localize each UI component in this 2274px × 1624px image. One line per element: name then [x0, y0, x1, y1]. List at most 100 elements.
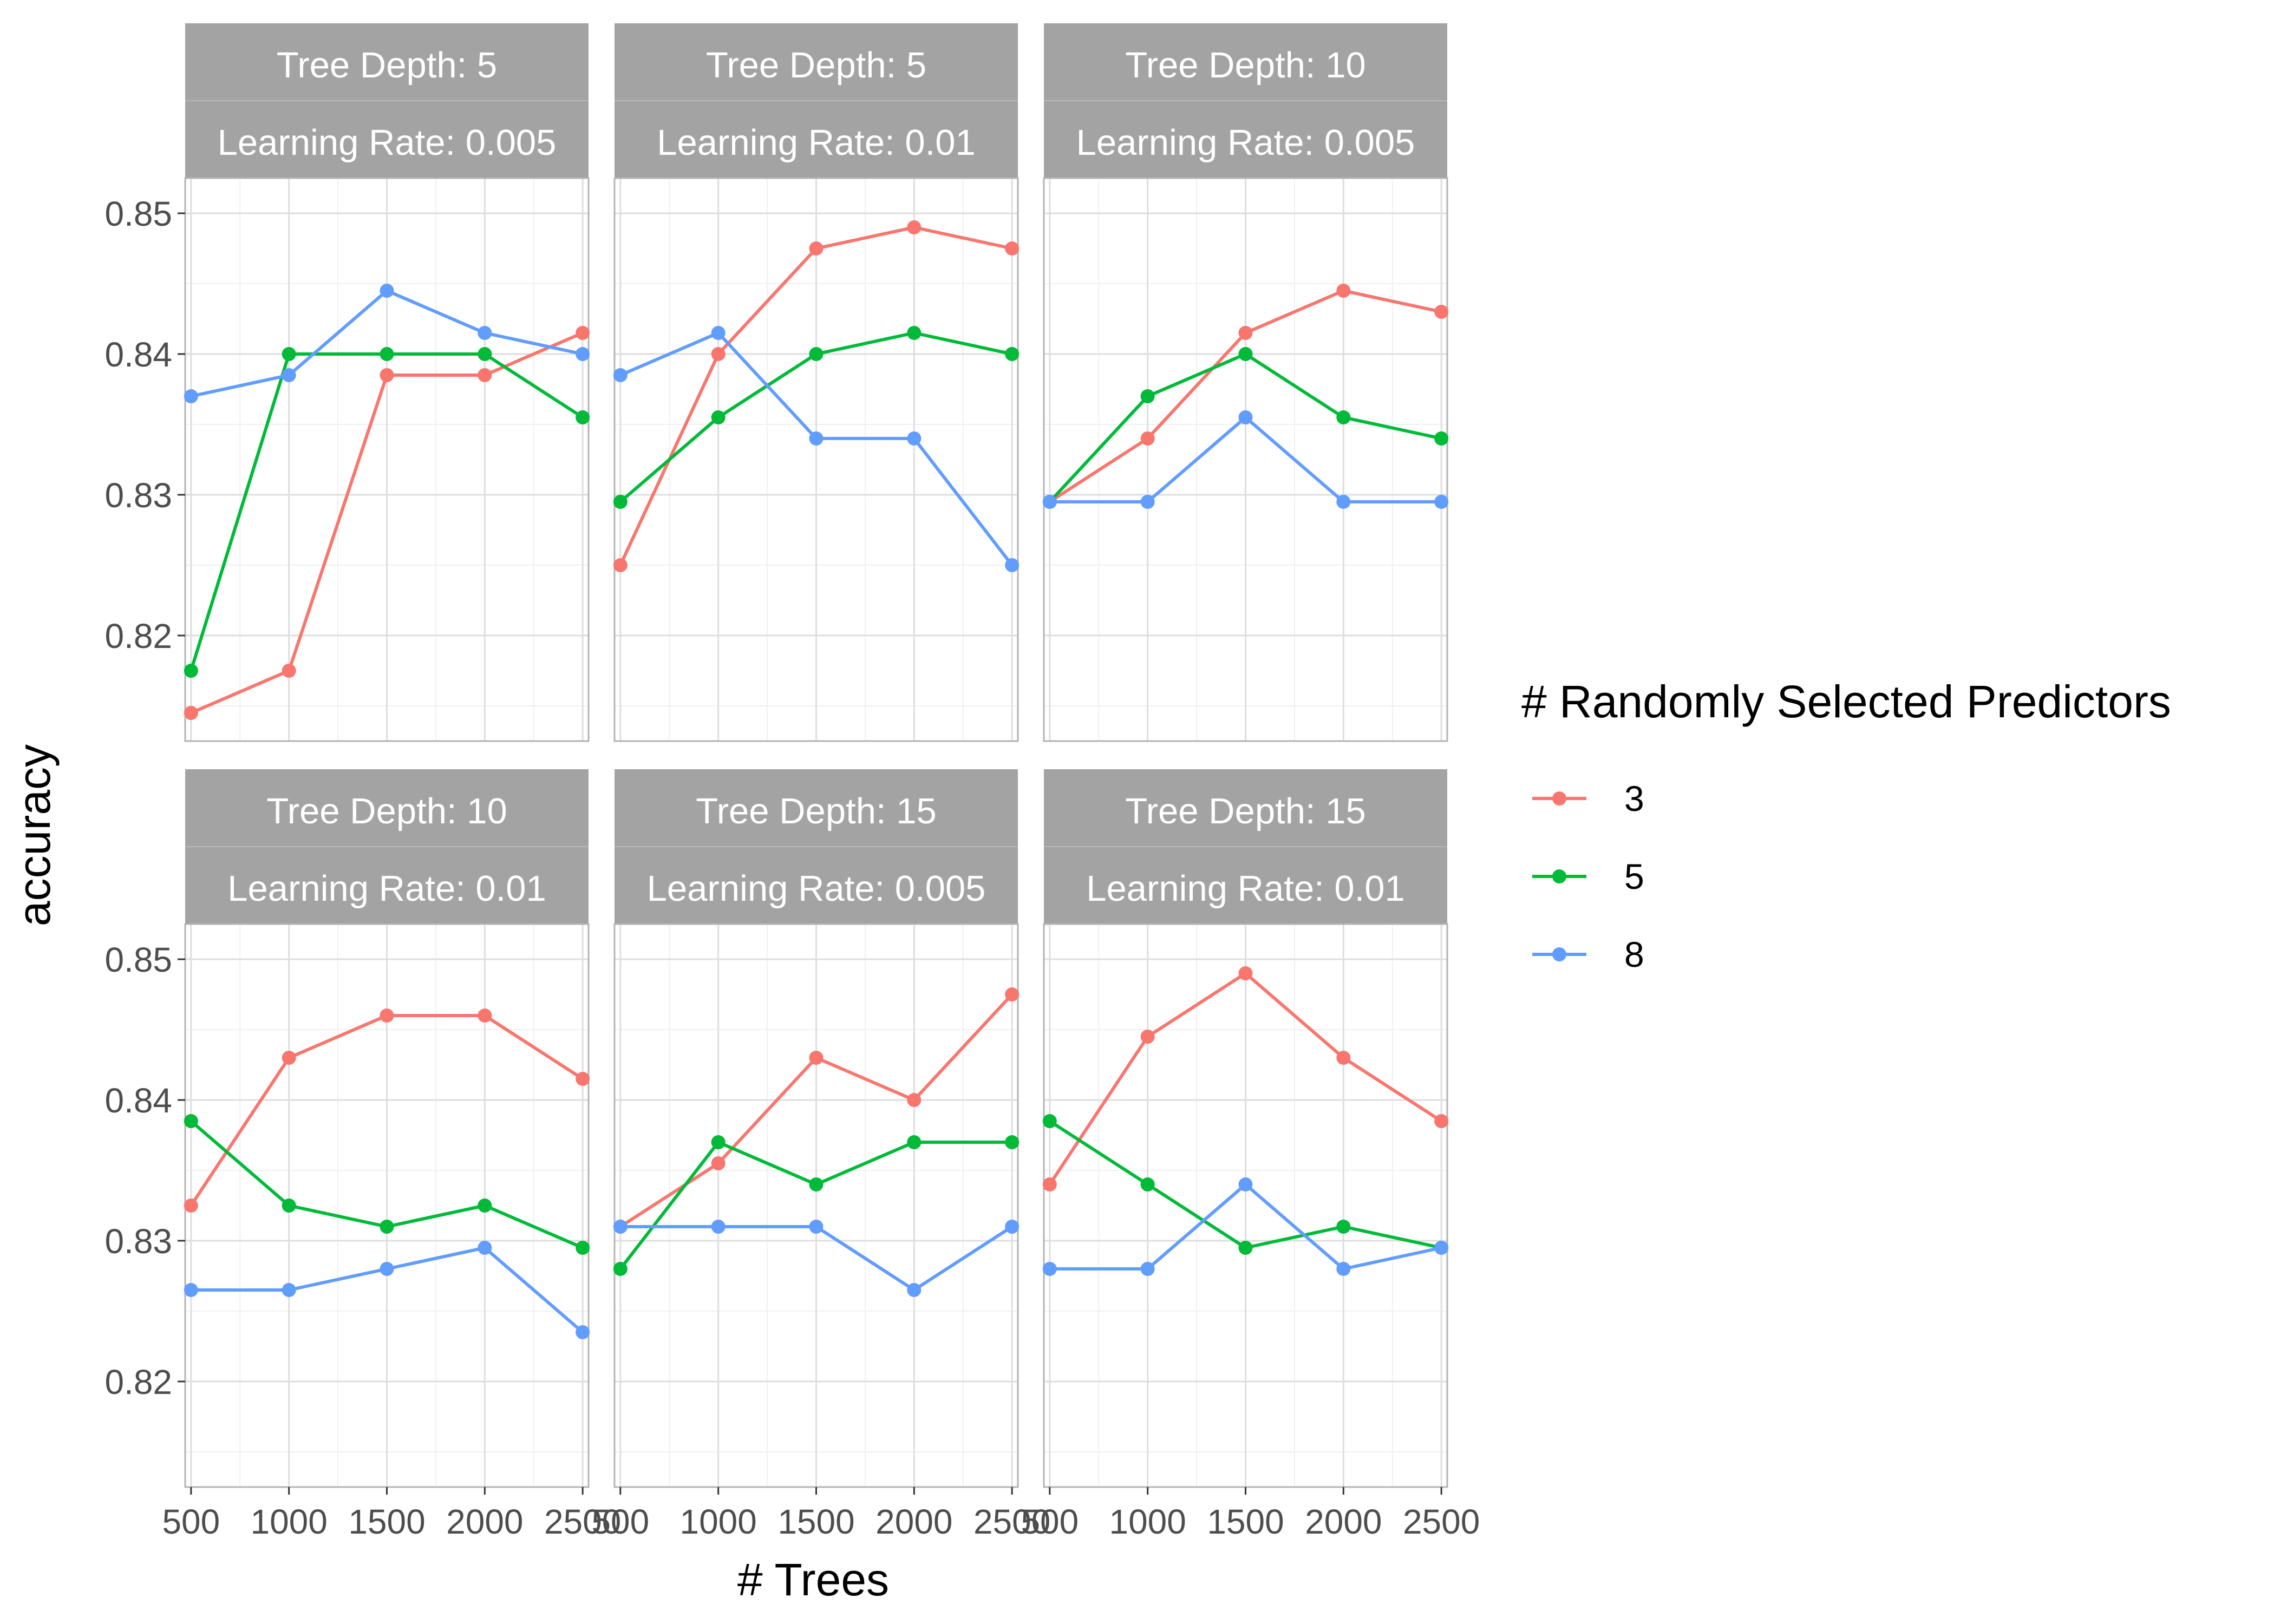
facet-panel: Tree Depth: 5 Learning Rate: 0.005 — [184, 23, 590, 742]
data-point — [613, 495, 628, 509]
data-point — [380, 1009, 394, 1023]
panel-border — [184, 177, 590, 742]
legend-label: 3 — [1624, 778, 1644, 818]
y-tick-label: 0.82 — [104, 1363, 172, 1402]
y-tick-label: 0.83 — [104, 1222, 172, 1261]
data-point — [380, 284, 394, 298]
data-point — [1434, 1114, 1449, 1128]
data-point — [1042, 495, 1057, 509]
data-point — [1238, 1241, 1253, 1255]
data-point — [184, 664, 198, 678]
facet-strip-label-tree-depth: Tree Depth: 5 — [277, 45, 497, 86]
x-tick-label: 2500 — [1403, 1502, 1480, 1541]
x-tick-label: 1500 — [777, 1502, 854, 1541]
data-point — [1005, 1220, 1020, 1234]
data-point — [1042, 1114, 1057, 1128]
data-point — [1005, 347, 1020, 361]
y-tick-label: 0.84 — [104, 335, 172, 374]
y-axis-title: accuracy — [9, 744, 60, 926]
data-point — [1434, 495, 1449, 509]
data-point — [711, 326, 726, 340]
data-point — [907, 431, 922, 446]
data-point — [1434, 1241, 1449, 1255]
data-point — [907, 326, 922, 340]
data-point — [1140, 431, 1155, 446]
panel-border — [613, 177, 1019, 742]
legend: # Randomly Selected Predictors 3 5 8 — [1521, 676, 2171, 974]
data-point — [478, 347, 492, 361]
data-point — [1336, 1051, 1351, 1065]
data-point — [380, 1220, 394, 1234]
y-tick-label: 0.82 — [104, 617, 172, 656]
data-point — [711, 1135, 726, 1149]
data-point — [1434, 305, 1449, 319]
data-point — [809, 1051, 824, 1065]
data-point — [1238, 966, 1253, 980]
x-tick-label: 1500 — [1207, 1502, 1284, 1541]
data-point — [1140, 389, 1155, 403]
data-point — [1005, 987, 1020, 1001]
data-point — [184, 1283, 198, 1297]
data-point — [1336, 284, 1351, 298]
data-point — [1238, 410, 1253, 424]
data-point — [1140, 1262, 1155, 1276]
data-point — [478, 1199, 492, 1213]
data-point — [1042, 1177, 1057, 1191]
legend-label: 8 — [1624, 934, 1644, 974]
legend-key-point — [1552, 869, 1566, 883]
data-point — [1238, 347, 1253, 361]
data-point — [711, 347, 726, 361]
data-point — [282, 347, 296, 361]
data-point — [613, 558, 628, 572]
data-point — [711, 1220, 726, 1234]
data-point — [1140, 1177, 1155, 1191]
x-tick-label: 2000 — [1305, 1502, 1382, 1541]
y-tick-label: 0.84 — [104, 1081, 172, 1120]
data-point — [613, 368, 628, 382]
x-tick-label: 2000 — [875, 1502, 952, 1541]
data-point — [907, 1283, 922, 1297]
data-point — [1336, 1262, 1351, 1276]
data-point — [576, 1325, 590, 1339]
x-tick-label: 500 — [1021, 1502, 1079, 1541]
facet-strip-label-tree-depth: Tree Depth: 10 — [1125, 45, 1365, 86]
data-point — [184, 389, 198, 403]
data-point — [282, 368, 296, 382]
data-point — [1434, 431, 1449, 446]
data-point — [282, 1051, 296, 1065]
y-axis: 0.82 0.83 0.84 0.85 0.82 0.83 0.84 0.85 — [104, 194, 185, 1402]
data-point — [1005, 241, 1020, 256]
data-point — [1140, 495, 1155, 509]
data-point — [576, 326, 590, 340]
data-point — [613, 1262, 628, 1276]
facet-strip-label-learning-rate: Learning Rate: 0.005 — [647, 868, 986, 909]
facet-panel: Tree Depth: 15 Learning Rate: 0.005 — [613, 769, 1020, 1488]
data-point — [576, 1072, 590, 1086]
data-point — [380, 1262, 394, 1276]
facet-panel: Tree Depth: 10 Learning Rate: 0.005 — [1042, 23, 1449, 742]
data-point — [478, 326, 492, 340]
x-tick-label: 500 — [591, 1502, 649, 1541]
data-point — [1005, 558, 1020, 572]
data-point — [907, 1093, 922, 1107]
data-point — [1005, 1135, 1020, 1149]
x-tick-label: 2000 — [446, 1502, 523, 1541]
data-point — [478, 1009, 492, 1023]
facet-strip-label-learning-rate: Learning Rate: 0.01 — [227, 868, 546, 909]
data-point — [184, 1199, 198, 1213]
data-point — [711, 1156, 726, 1170]
x-tick-label: 1000 — [1109, 1502, 1186, 1541]
facet-panel: Tree Depth: 5 Learning Rate: 0.01 — [613, 23, 1020, 742]
data-point — [1336, 495, 1351, 509]
panel-border — [1043, 177, 1448, 742]
data-point — [809, 347, 824, 361]
data-point — [809, 1177, 824, 1191]
facet-strip-label-tree-depth: Tree Depth: 15 — [1125, 791, 1365, 831]
data-point — [907, 220, 922, 234]
x-tick-label: 2500 — [973, 1502, 1050, 1541]
data-point — [478, 368, 492, 382]
data-point — [1336, 1220, 1351, 1234]
